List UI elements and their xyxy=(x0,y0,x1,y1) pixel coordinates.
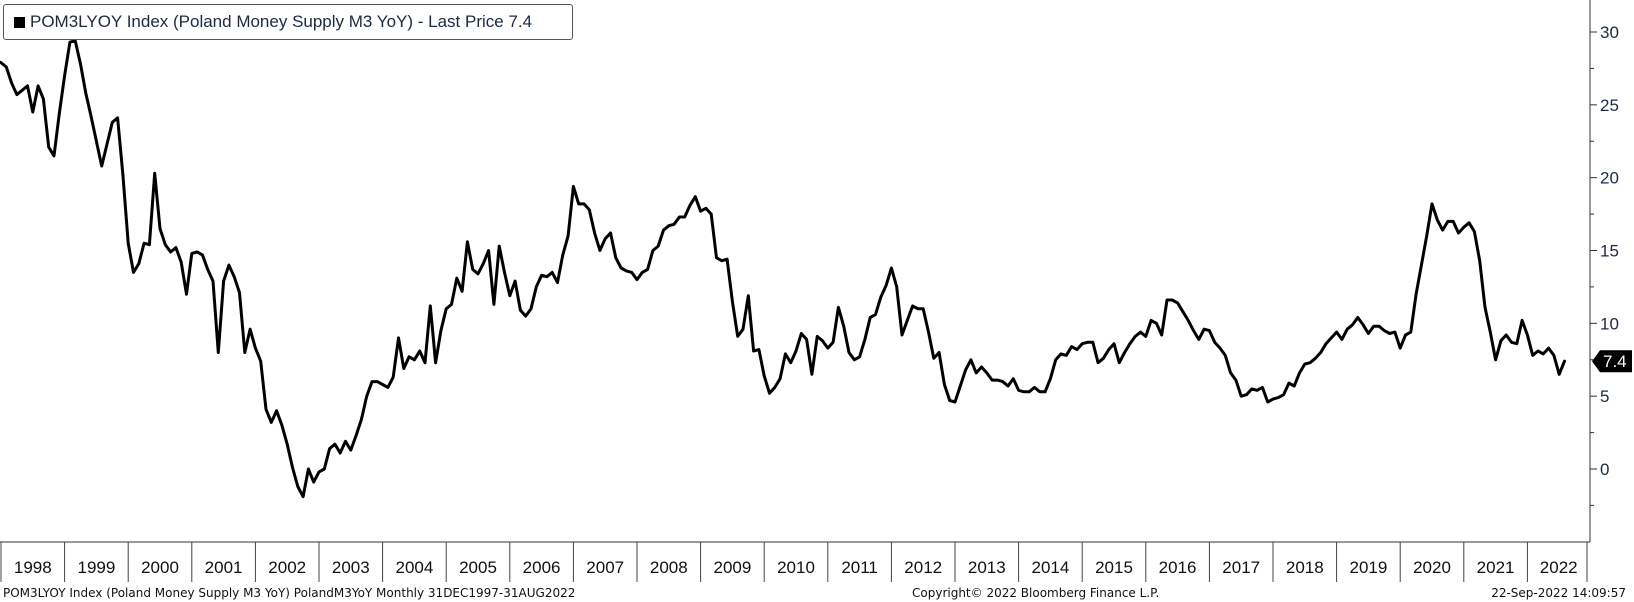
x-tick-label: 2014 xyxy=(1031,558,1069,577)
series-layer xyxy=(0,39,1566,499)
x-tick-label: 1999 xyxy=(77,558,115,577)
x-tick-label: 2021 xyxy=(1477,558,1515,577)
x-tick-label: 2011 xyxy=(841,558,878,577)
y-tick-label: 20 xyxy=(1600,169,1619,188)
y-tick-label: 30 xyxy=(1600,23,1619,42)
x-tick-label: 2005 xyxy=(459,558,497,577)
footer-series-info: POM3LYOY Index (Poland Money Supply M3 Y… xyxy=(3,586,576,600)
legend-label: POM3LYOY Index (Poland Money Supply M3 Y… xyxy=(30,12,533,31)
x-tick-label: 2016 xyxy=(1159,558,1197,577)
x-tick-label: 2013 xyxy=(968,558,1006,577)
y-tick-label: 15 xyxy=(1600,242,1619,261)
y-tick-label: 10 xyxy=(1600,314,1619,333)
x-tick-label: 2000 xyxy=(141,558,179,577)
plot-frame xyxy=(0,0,1591,543)
last-price-layer: 7.4 xyxy=(1592,350,1632,373)
footer-timestamp: 22-Sep-2022 14:09:57 xyxy=(1491,586,1626,600)
x-tick-label: 2002 xyxy=(268,558,306,577)
x-tick-label: 2007 xyxy=(586,558,624,577)
x-tick-label: 2018 xyxy=(1286,558,1324,577)
x-tick-label: 2001 xyxy=(205,558,243,577)
x-tick-label: 2003 xyxy=(332,558,370,577)
x-tick-label: 2006 xyxy=(523,558,561,577)
x-axis: 1998 1999 2000 2001 2002 2003 2004 2005 2006 2007… xyxy=(0,542,1588,582)
x-tick-label: 2015 xyxy=(1095,558,1133,577)
x-tick-label: 2019 xyxy=(1349,558,1387,577)
legend: POM3LYOY Index (Poland Money Supply M3 Y… xyxy=(3,4,573,40)
last-price-tag xyxy=(1592,350,1632,373)
legend-swatch xyxy=(14,16,25,28)
x-tick-label: 2010 xyxy=(777,558,815,577)
y-axis: 0 5 10 15 20 25 30 xyxy=(1590,23,1619,506)
footer-copyright: Copyright© 2022 Bloomberg Finance L.P. xyxy=(912,586,1160,600)
y-tick-label: 0 xyxy=(1600,460,1609,479)
last-price-label: 7.4 xyxy=(1603,352,1627,371)
x-tick-label: 2020 xyxy=(1413,558,1451,577)
x-tick-label: 2022 xyxy=(1540,558,1578,577)
x-tick-label: 2008 xyxy=(650,558,688,577)
x-tick-label: 2012 xyxy=(904,558,942,577)
series-line xyxy=(0,39,1566,499)
y-tick-label: 5 xyxy=(1600,387,1609,406)
y-tick-label: 25 xyxy=(1600,96,1619,115)
x-tick-label: 2009 xyxy=(713,558,751,577)
x-tick-label: 2004 xyxy=(395,558,433,577)
x-tick-label: 1998 xyxy=(14,558,52,577)
x-tick-label: 2017 xyxy=(1222,558,1260,577)
